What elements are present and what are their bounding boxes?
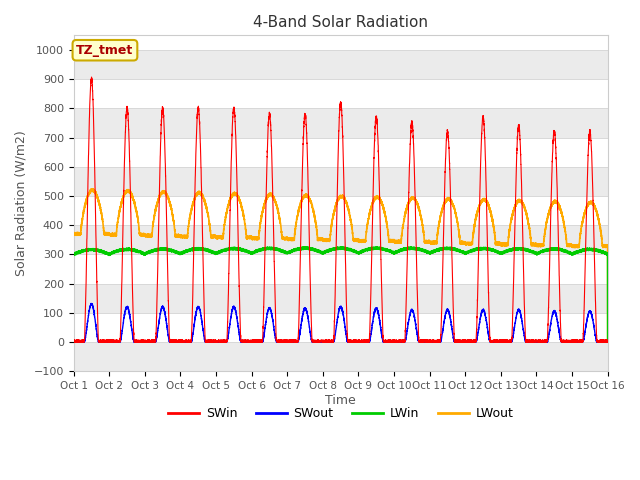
LWout	[89, 186, 97, 192]
SWin	[604, 339, 612, 345]
SWin	[252, 339, 259, 345]
Bar	[74, 108, 608, 138]
LWout	[575, 244, 582, 250]
Line: LWout: LWout	[74, 189, 608, 342]
LWin	[323, 249, 330, 254]
LWout	[460, 239, 468, 245]
LWin	[476, 245, 483, 251]
Bar	[74, 284, 608, 313]
SWout	[575, 339, 582, 345]
Bar	[74, 225, 608, 254]
SWin	[476, 222, 483, 228]
SWout	[87, 300, 95, 306]
Line: SWin: SWin	[74, 77, 608, 342]
SWout	[604, 339, 612, 345]
SWin	[460, 339, 468, 345]
SWout	[582, 326, 589, 332]
LWout	[70, 229, 77, 235]
LWin	[604, 339, 612, 345]
Y-axis label: Solar Radiation (W/m2): Solar Radiation (W/m2)	[15, 131, 28, 276]
LWout	[252, 236, 259, 241]
LWin	[252, 249, 259, 254]
LWin	[582, 247, 589, 253]
SWout	[323, 338, 330, 344]
SWout	[252, 339, 259, 345]
LWout	[582, 208, 589, 214]
LWout	[604, 339, 612, 345]
Line: LWin: LWin	[74, 247, 608, 342]
Bar	[74, 50, 608, 79]
Line: SWout: SWout	[74, 303, 608, 342]
Legend: SWin, SWout, LWin, LWout: SWin, SWout, LWin, LWout	[163, 402, 518, 425]
X-axis label: Time: Time	[325, 394, 356, 407]
SWin	[70, 339, 77, 345]
SWin	[88, 74, 95, 80]
LWout	[323, 239, 330, 244]
SWin	[575, 339, 582, 345]
SWout	[70, 339, 77, 345]
Text: TZ_tmet: TZ_tmet	[76, 44, 134, 57]
LWin	[70, 251, 77, 257]
SWin	[582, 261, 589, 266]
LWout	[476, 204, 483, 209]
LWin	[372, 244, 380, 250]
SWin	[323, 339, 330, 345]
SWout	[476, 322, 483, 327]
LWin	[460, 251, 468, 256]
LWin	[575, 248, 582, 254]
SWout	[460, 338, 468, 344]
Title: 4-Band Solar Radiation: 4-Band Solar Radiation	[253, 15, 428, 30]
Bar	[74, 342, 608, 371]
SWout	[70, 338, 77, 344]
Bar	[74, 167, 608, 196]
